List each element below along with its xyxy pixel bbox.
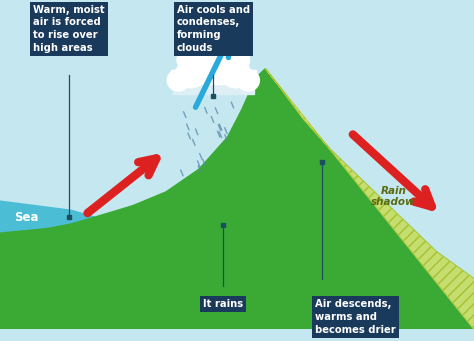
Circle shape [167, 70, 190, 91]
Circle shape [176, 59, 206, 88]
Polygon shape [0, 201, 166, 329]
Text: Sea: Sea [14, 211, 39, 224]
Circle shape [228, 49, 250, 70]
Circle shape [212, 42, 238, 66]
Circle shape [220, 59, 250, 88]
Text: Air cools and
condenses,
forming
clouds: Air cools and condenses, forming clouds [177, 4, 250, 53]
Polygon shape [265, 69, 474, 329]
Text: Warm, moist
air is forced
to rise over
high areas: Warm, moist air is forced to rise over h… [33, 4, 105, 53]
FancyBboxPatch shape [173, 81, 254, 94]
Polygon shape [0, 69, 474, 329]
Circle shape [190, 43, 216, 67]
Circle shape [237, 70, 259, 91]
Circle shape [195, 48, 231, 83]
Circle shape [177, 49, 198, 70]
Text: It rains: It rains [203, 299, 243, 309]
Text: Air descends,
warms and
becomes drier: Air descends, warms and becomes drier [315, 299, 396, 335]
Text: Rain
shadow: Rain shadow [371, 186, 416, 207]
FancyBboxPatch shape [171, 70, 256, 85]
